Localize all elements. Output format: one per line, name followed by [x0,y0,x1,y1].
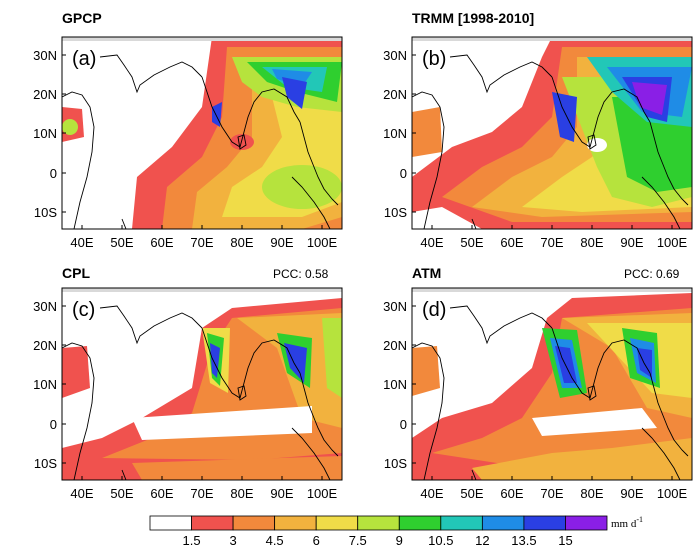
colorbar-level-label: 9 [396,533,403,548]
colorbar-level-label: 7.5 [349,533,367,548]
lon-tick-label: 80E [580,486,603,501]
lon-tick-label: 40E [420,235,443,250]
colorbar-level-label: 3 [229,533,236,548]
pcc-c: PCC: 0.58 [273,267,329,281]
colorbar-level-label: 6 [313,533,320,548]
lat-tick-label: 0 [50,417,57,432]
colorbar: 1.5 3 4.5 6 7.5 9 10.5 12 13.5 15 mm d-1 [149,515,643,548]
lon-tick-label: 50E [110,486,133,501]
pcc-d: PCC: 0.69 [624,267,680,281]
panel-letter-b: (b) [422,48,446,70]
lat-tick-label: 30N [33,299,57,314]
colorbar-level-label: 10.5 [428,533,453,548]
lat-tick-label: 10N [33,126,57,141]
lat-tick-label: 10S [34,205,57,220]
colorbar-swatch [440,515,483,531]
lon-tick-label: 100E [657,235,688,250]
lat-tick-label: 20N [383,338,407,353]
lat-tick-label: 10N [33,377,57,392]
panel-d-map [411,287,693,481]
lon-tick-label: 60E [150,486,173,501]
lon-tick-label: 70E [190,235,213,250]
lat-tick-label: 30N [33,48,57,63]
lat-tick-label: 10S [384,456,407,471]
lat-tick-label: 0 [50,166,57,181]
lon-tick-label: 80E [580,235,603,250]
lon-tick-label: 70E [540,235,563,250]
panel-b-map [411,36,693,230]
lon-tick-label: 50E [110,235,133,250]
colorbar-swatch [523,515,566,531]
panel-letter-a: (a) [72,48,96,70]
panel-letter-d: (d) [422,299,446,321]
lat-tick-label: 10N [383,377,407,392]
axis-ticks: 30N 20N 10N 0 10S 40E 50E 60E 70E 80E 90E 100E 30N 20… [33,48,687,501]
lon-tick-label: 70E [190,486,213,501]
lat-tick-label: 0 [400,417,407,432]
lon-tick-label: 90E [270,486,293,501]
lat-tick-label: 10N [383,126,407,141]
colorbar-unit: mm d-1 [611,515,643,530]
colorbar-swatch [274,515,317,531]
colorbar-level-label: 4.5 [266,533,284,548]
colorbar-swatch [357,515,400,531]
lat-tick-label: 20N [33,338,57,353]
lon-tick-label: 90E [620,486,643,501]
lon-tick-label: 50E [460,486,483,501]
colorbar-swatch [481,515,525,531]
lat-tick-label: 20N [383,87,407,102]
lon-tick-label: 100E [307,486,338,501]
panel-title-d: ATM [412,265,442,281]
panel-a-map [61,36,343,230]
lon-tick-label: 60E [150,235,173,250]
lat-tick-label: 10S [34,456,57,471]
lat-tick-label: 30N [383,48,407,63]
colorbar-level-label: 1.5 [183,533,201,548]
colorbar-level-label: 12 [475,533,489,548]
panel-c-map [61,287,343,481]
lon-tick-label: 80E [230,235,253,250]
colorbar-level-label: 15 [558,533,572,548]
panel-title-b: TRMM [1998-2010] [412,10,535,26]
lon-tick-label: 70E [540,486,563,501]
colorbar-swatch [565,515,608,531]
lon-tick-label: 40E [70,235,93,250]
panel-title-a: GPCP [62,10,102,26]
lon-tick-label: 80E [230,486,253,501]
lat-tick-label: 0 [400,166,407,181]
lon-tick-label: 40E [70,486,93,501]
colorbar-swatch [315,515,359,531]
panel-letter-c: (c) [72,299,95,321]
lat-tick-label: 10S [384,205,407,220]
lat-tick-label: 20N [33,87,57,102]
panel-title-c: CPL [62,265,90,281]
colorbar-swatch [232,515,276,531]
lon-tick-label: 100E [657,486,688,501]
colorbar-swatch [191,515,234,531]
colorbar-level-label: 13.5 [511,533,536,548]
lon-tick-label: 60E [500,486,523,501]
lon-tick-label: 40E [420,486,443,501]
lon-tick-label: 90E [620,235,643,250]
lon-tick-label: 50E [460,235,483,250]
lat-tick-label: 30N [383,299,407,314]
colorbar-swatch [398,515,442,531]
lon-tick-label: 60E [500,235,523,250]
colorbar-swatch [149,515,192,531]
lon-tick-label: 90E [270,235,293,250]
lon-tick-label: 100E [307,235,338,250]
